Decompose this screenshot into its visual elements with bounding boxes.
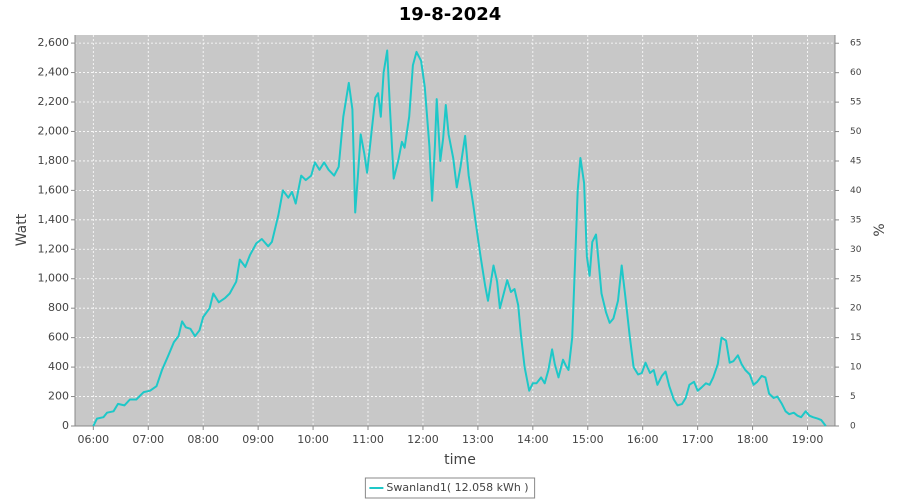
x-axis-label: time xyxy=(444,452,476,468)
x-tick-label: 15:00 xyxy=(572,433,604,446)
y2-tick-label: 15 xyxy=(850,333,861,343)
x-tick-label: 14:00 xyxy=(517,433,549,446)
y-tick-label: 2,200 xyxy=(38,95,70,108)
x-tick-label: 06:00 xyxy=(77,433,109,446)
y-tick-label: 0 xyxy=(62,419,69,432)
x-tick-label: 10:00 xyxy=(297,433,329,446)
y2-axis-label: % xyxy=(872,223,888,236)
y-tick-label: 1,400 xyxy=(38,213,70,226)
y2-tick-label: 55 xyxy=(850,98,861,108)
x-tick-label: 12:00 xyxy=(407,433,439,446)
legend-label: Swanland1( 12.058 kWh ) xyxy=(386,481,528,494)
y-tick-label: 1,800 xyxy=(38,154,70,167)
y-tick-label: 800 xyxy=(48,301,69,314)
x-tick-label: 17:00 xyxy=(682,433,714,446)
legend-box xyxy=(364,477,536,499)
y2-tick-label: 65 xyxy=(850,39,861,49)
x-tick-label: 13:00 xyxy=(462,433,494,446)
chart-title: 19-8-2024 xyxy=(399,4,502,25)
y-tick-label: 1,600 xyxy=(38,183,70,196)
x-tick-label: 11:00 xyxy=(352,433,384,446)
x-tick-label: 16:00 xyxy=(627,433,659,446)
y-tick-label: 1,000 xyxy=(38,272,70,285)
y2-tick-label: 45 xyxy=(850,157,861,167)
y-tick-label: 200 xyxy=(48,390,69,403)
y-tick-label: 1,200 xyxy=(38,242,70,255)
x-tick-label: 18:00 xyxy=(737,433,769,446)
y-axis-label: Watt xyxy=(14,213,30,246)
y2-tick-label: 20 xyxy=(850,304,862,314)
x-tick-label: 07:00 xyxy=(132,433,164,446)
y-tick-label: 2,600 xyxy=(38,36,70,49)
x-tick-label: 08:00 xyxy=(187,433,219,446)
y2-tick-label: 10 xyxy=(850,363,862,373)
y2-tick-label: 40 xyxy=(850,186,862,196)
y2-tick-label: 25 xyxy=(850,274,861,284)
x-tick-label: 09:00 xyxy=(242,433,274,446)
y-tick-label: 2,400 xyxy=(38,66,70,79)
y2-tick-label: 0 xyxy=(850,422,856,432)
y-tick-label: 400 xyxy=(48,360,69,373)
y2-tick-label: 60 xyxy=(850,68,862,78)
plot-area xyxy=(75,35,835,426)
y2-tick-label: 5 xyxy=(850,392,856,402)
series-line xyxy=(92,49,827,427)
y-tick-label: 600 xyxy=(48,331,69,344)
y2-tick-label: 50 xyxy=(850,127,862,137)
y2-tick-label: 30 xyxy=(850,245,862,255)
x-tick-label: 19:00 xyxy=(792,433,824,446)
y-tick-label: 2,000 xyxy=(38,124,70,137)
y2-tick-label: 35 xyxy=(850,215,861,225)
